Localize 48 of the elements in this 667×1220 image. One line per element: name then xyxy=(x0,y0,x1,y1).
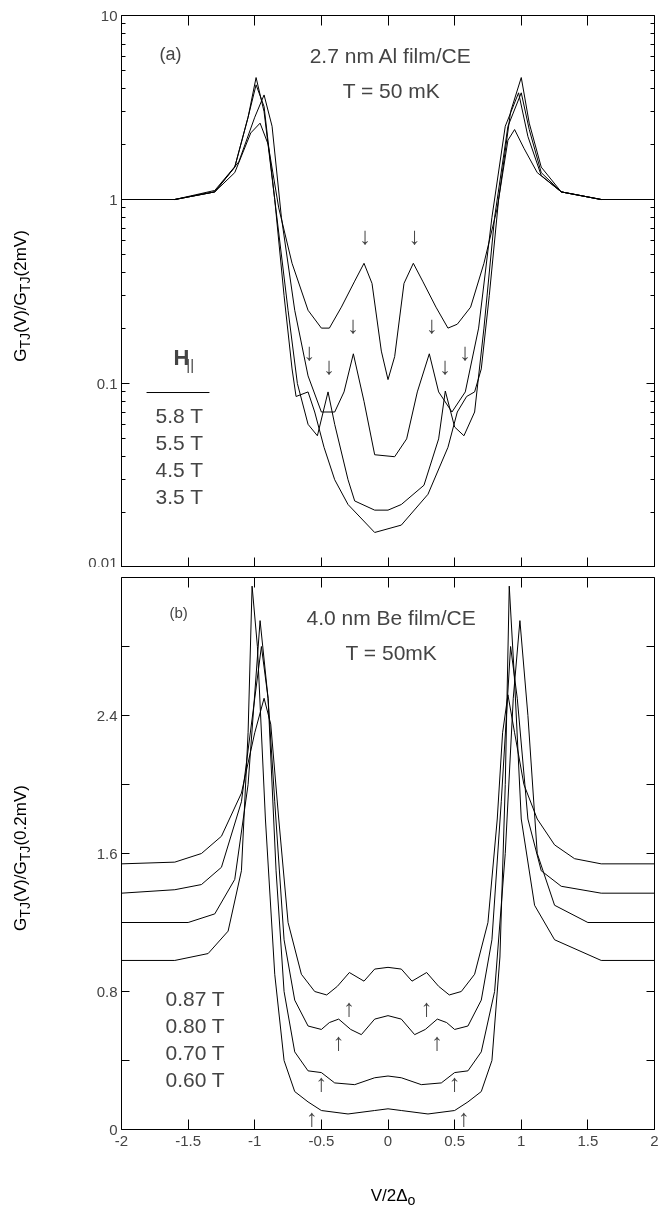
annotation: ↓ xyxy=(459,337,472,365)
annotation: ↓ xyxy=(303,337,316,365)
text: T = 50 mK xyxy=(342,79,440,102)
x-tick-label: -1.5 xyxy=(175,1131,202,1149)
y-tick-label: 0.1 xyxy=(96,374,118,392)
y-tick-label: 2.4 xyxy=(96,706,118,724)
y-tick-label: 1 xyxy=(109,190,118,208)
annotation: ↓ xyxy=(425,310,438,338)
y-tick-label: 0 xyxy=(109,1120,118,1138)
y-tick-label: 1.6 xyxy=(96,844,118,862)
annotation: ↓ xyxy=(347,310,360,338)
x-tick-label: 1.5 xyxy=(577,1131,599,1149)
annotation: ↑ xyxy=(332,1028,345,1056)
x-tick-label: 0.5 xyxy=(444,1131,466,1149)
annotation: ↑ xyxy=(431,1028,444,1056)
annotation: (b) xyxy=(169,604,188,621)
annotation: 5.8 T xyxy=(155,404,204,427)
annotation: 0.80 T xyxy=(165,1014,225,1037)
annotation: ↓ xyxy=(408,221,421,249)
x-tick-label: -0.5 xyxy=(308,1131,335,1149)
annotation: ↑ xyxy=(448,1069,461,1097)
annotation: 5.5 T xyxy=(155,431,204,454)
y-tick-label: 0.8 xyxy=(96,982,118,1000)
text: 4.0 nm Be film/CE xyxy=(306,606,476,629)
text: 2.7 nm Al film/CE xyxy=(309,44,471,67)
y-tick-label: 0.01 xyxy=(88,553,118,571)
x-tick-label: -1 xyxy=(248,1131,262,1149)
annotation: ↑ xyxy=(315,1069,328,1097)
annotation: 0.87 T xyxy=(165,987,225,1010)
x-axis-title: V/2Δ$_{o}$ xyxy=(369,1185,417,1211)
annotation: 0.60 T xyxy=(165,1068,225,1091)
annotation: 4.5 T xyxy=(155,458,204,481)
annotation: ↓ xyxy=(323,352,336,380)
annotation: 3.5 T xyxy=(155,485,204,508)
x-tick-label: 1 xyxy=(517,1131,526,1149)
text: T = 50mK xyxy=(345,641,437,664)
annotation: ↑ xyxy=(343,993,356,1021)
x-tick-label: 0 xyxy=(383,1131,393,1149)
y-tick-label: 10 xyxy=(100,6,118,24)
x-tick-label: 2 xyxy=(650,1131,659,1149)
annotation: (a) xyxy=(159,43,182,64)
annotation: ↑ xyxy=(457,1103,470,1131)
annotation: H|| xyxy=(173,345,195,373)
annotation: ↓ xyxy=(439,352,452,380)
annotation: 0.70 T xyxy=(165,1041,225,1064)
annotation: ↑ xyxy=(306,1103,319,1131)
annotation: ↑ xyxy=(420,993,433,1021)
annotation: ↓ xyxy=(359,221,372,249)
